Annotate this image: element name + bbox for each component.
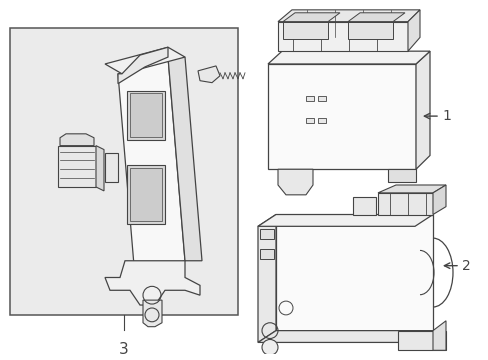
Polygon shape [105, 47, 184, 74]
Polygon shape [397, 330, 445, 350]
Polygon shape [283, 13, 339, 22]
Polygon shape [258, 215, 275, 342]
Polygon shape [127, 90, 164, 140]
Text: 3: 3 [119, 342, 129, 357]
Polygon shape [96, 146, 104, 191]
Polygon shape [60, 134, 94, 146]
Polygon shape [258, 215, 432, 226]
Polygon shape [142, 300, 162, 327]
Polygon shape [118, 47, 168, 84]
Polygon shape [278, 169, 312, 195]
Text: 2: 2 [461, 259, 470, 273]
Bar [317, 118, 325, 123]
Bar [317, 96, 325, 102]
Polygon shape [432, 185, 445, 215]
Polygon shape [267, 64, 415, 169]
Polygon shape [198, 66, 220, 83]
Polygon shape [278, 10, 419, 22]
Polygon shape [415, 51, 429, 169]
Polygon shape [130, 94, 162, 137]
Polygon shape [267, 51, 429, 64]
Polygon shape [352, 197, 375, 215]
Polygon shape [105, 153, 118, 182]
Bar [260, 249, 273, 259]
Polygon shape [275, 215, 432, 330]
Polygon shape [58, 146, 96, 187]
Polygon shape [127, 165, 164, 224]
Polygon shape [347, 13, 404, 22]
Polygon shape [377, 193, 432, 215]
Polygon shape [258, 330, 432, 342]
Polygon shape [118, 57, 184, 278]
Polygon shape [407, 10, 419, 51]
Polygon shape [105, 261, 200, 305]
Bar [10, 28, 238, 315]
Bar [305, 118, 313, 123]
Polygon shape [283, 22, 327, 39]
Polygon shape [432, 321, 445, 350]
Polygon shape [278, 22, 407, 51]
Text: 1: 1 [441, 109, 450, 123]
Polygon shape [168, 57, 202, 261]
Circle shape [262, 339, 278, 355]
Polygon shape [347, 22, 392, 39]
Polygon shape [377, 185, 445, 193]
Polygon shape [387, 169, 415, 182]
Polygon shape [130, 168, 162, 221]
Bar [260, 229, 273, 239]
Bar [305, 96, 313, 102]
